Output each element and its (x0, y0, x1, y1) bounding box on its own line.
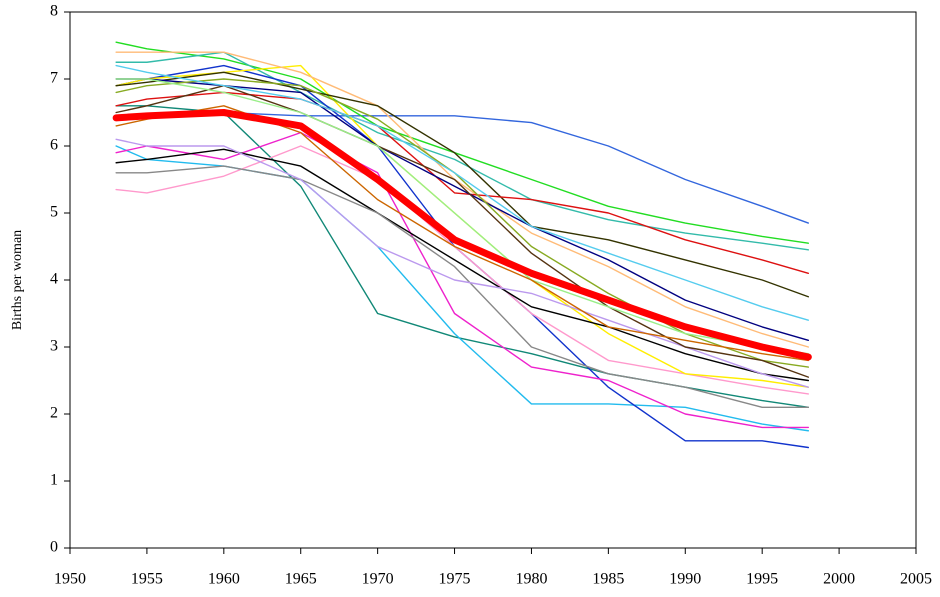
x-tick-label: 1985 (592, 571, 624, 588)
x-tick-label: 1960 (208, 571, 240, 588)
y-tick-label: 4 (50, 271, 58, 288)
y-tick-label: 3 (50, 338, 58, 355)
series-line (115, 91, 810, 274)
series-line (115, 51, 810, 348)
y-tick-label: 8 (50, 3, 58, 20)
series-line (115, 145, 810, 432)
y-tick-label: 5 (50, 204, 58, 221)
series-line (115, 145, 810, 395)
x-tick-label: 2005 (900, 571, 932, 588)
y-tick-label: 6 (50, 137, 58, 154)
series-line (112, 109, 812, 361)
x-tick-label: 1975 (439, 571, 471, 588)
series-line (115, 71, 810, 298)
series-line (115, 105, 810, 408)
series-line (115, 51, 810, 251)
series-line (115, 131, 810, 429)
series-line (115, 148, 810, 382)
x-tick-label: 1990 (669, 571, 701, 588)
series-line (115, 85, 810, 378)
y-tick-label: 0 (50, 539, 58, 556)
y-axis-label: Births per woman (10, 230, 25, 330)
x-tick-label: 2000 (823, 571, 855, 588)
series-line (115, 78, 810, 368)
series-line (115, 64, 810, 321)
y-tick-label: 2 (50, 405, 58, 422)
x-tick-label: 1965 (285, 571, 317, 588)
x-tick-label: 1950 (54, 571, 86, 588)
series-line (115, 165, 810, 408)
x-tick-label: 1955 (131, 571, 163, 588)
series-line (115, 78, 810, 341)
series-line (115, 105, 810, 362)
x-tick-label: 1995 (746, 571, 778, 588)
series-line (115, 78, 810, 355)
y-tick-label: 7 (50, 70, 58, 87)
y-tick-label: 1 (50, 472, 58, 489)
x-tick-label: 1970 (362, 571, 394, 588)
x-tick-label: 1980 (515, 571, 547, 588)
series-line (115, 111, 810, 224)
series-line (115, 138, 810, 388)
